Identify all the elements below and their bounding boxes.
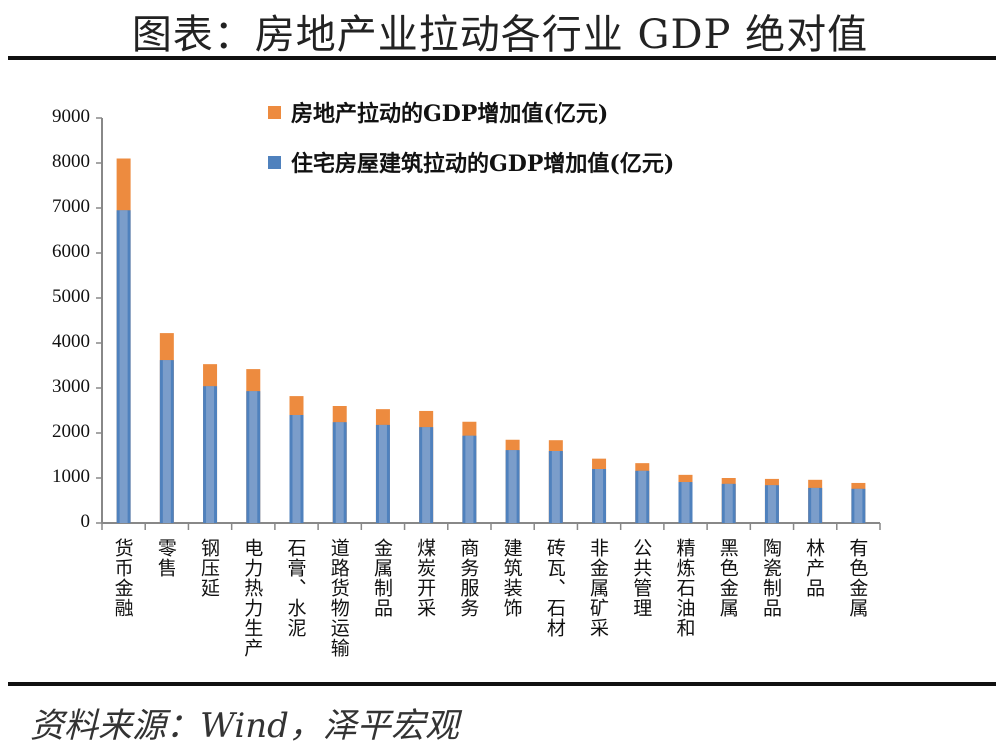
- x-tick-label: 精炼石油和: [673, 538, 696, 638]
- legend-item-series-1: 住宅房屋建筑拉动的GDP增加值(亿元): [268, 146, 674, 178]
- bar-blue-highlight-16: [811, 487, 820, 523]
- y-tick-label: 6000: [52, 241, 90, 262]
- x-tick-label: 零售: [154, 538, 177, 578]
- x-tick-label: 金属制品: [370, 538, 393, 618]
- y-tick-label: 0: [80, 511, 91, 532]
- x-tick-label: 砖瓦、石材: [543, 538, 566, 638]
- x-tick-label: 石膏、水泥: [284, 538, 307, 638]
- x-tick-label: 非金属矿采: [587, 538, 610, 638]
- x-tick-label: 黑色金属: [716, 538, 739, 618]
- y-tick-label: 3000: [52, 376, 90, 397]
- y-tick-label: 1000: [52, 466, 90, 487]
- y-tick-label: 2000: [52, 421, 90, 442]
- bar-blue-highlight-11: [595, 469, 604, 523]
- bar-blue-highlight-10: [551, 451, 560, 523]
- x-tick-label: 公共管理: [630, 538, 653, 618]
- bar-blue-highlight-5: [335, 422, 344, 523]
- x-tick-label: 商务服务: [457, 538, 480, 618]
- x-tick-label: 林产品: [803, 538, 826, 598]
- x-tick-label: 货币金融: [111, 538, 134, 618]
- bar-blue-highlight-17: [854, 488, 863, 523]
- x-tick-label: 道路货物运输: [327, 538, 350, 658]
- y-tick-label: 5000: [52, 286, 90, 307]
- bar-blue-highlight-15: [767, 485, 776, 523]
- legend-label: 房地产拉动的GDP增加值(亿元): [291, 101, 609, 127]
- legend-swatch-blue: [268, 155, 281, 169]
- x-tick-label: 钢压延: [198, 538, 221, 598]
- title-rule: [8, 56, 996, 60]
- source-note: 资料来源：Wind，泽平宏观: [30, 706, 459, 746]
- x-tick-label: 陶瓷制品: [759, 538, 782, 618]
- bar-blue-highlight-1: [162, 360, 171, 523]
- x-tick-label: 电力热力生产: [241, 538, 264, 658]
- bar-blue-highlight-9: [508, 450, 517, 523]
- x-tick-label: 煤炭开采: [414, 538, 437, 618]
- bar-blue-highlight-4: [292, 415, 301, 523]
- y-tick-label: 7000: [52, 196, 90, 217]
- bar-blue-highlight-8: [465, 435, 474, 523]
- bar-blue-highlight-7: [422, 427, 431, 523]
- bar-blue-highlight-6: [378, 424, 387, 523]
- bar-blue-highlight-14: [724, 483, 733, 523]
- legend-item-series-0: 房地产拉动的GDP增加值(亿元): [268, 96, 608, 128]
- page-title: 图表：房地产业拉动各行业 GDP 绝对值: [131, 12, 869, 58]
- bar-blue-highlight-12: [638, 470, 647, 523]
- y-tick-label: 4000: [52, 331, 90, 352]
- footer-rule: [8, 682, 996, 686]
- legend-swatch-orange: [268, 105, 281, 119]
- bar-blue-highlight-13: [681, 482, 690, 523]
- x-tick-label: 有色金属: [846, 538, 869, 618]
- y-tick-label: 9000: [52, 106, 90, 127]
- bar-blue-highlight-3: [249, 391, 258, 523]
- x-tick-label: 建筑装饰: [500, 538, 523, 618]
- y-tick-label: 8000: [52, 151, 90, 172]
- bar-blue-highlight-0: [119, 210, 128, 523]
- bar-blue-highlight-2: [206, 386, 215, 523]
- legend-label: 住宅房屋建筑拉动的GDP增加值(亿元): [291, 151, 675, 177]
